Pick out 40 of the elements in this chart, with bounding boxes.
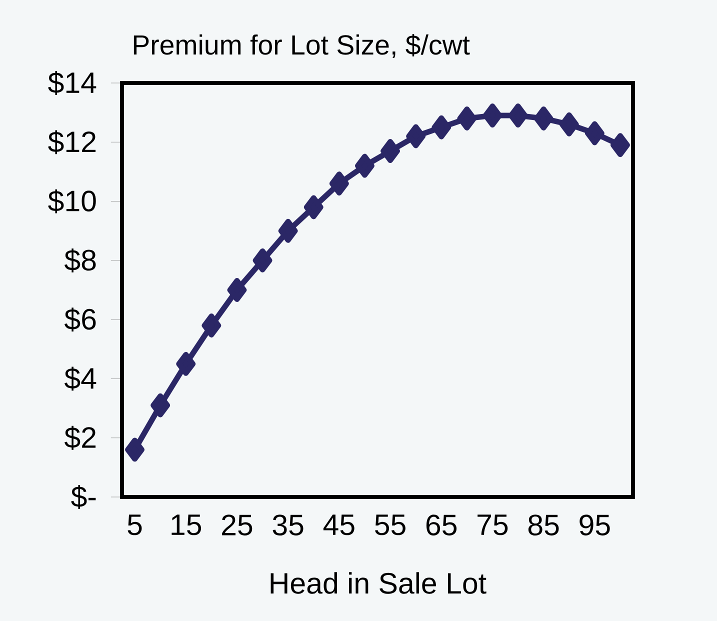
x-tick-label: 85 [528, 514, 559, 536]
x-tick-label: 5 [128, 514, 142, 536]
point [406, 124, 426, 148]
point [227, 278, 247, 302]
y-tick-label: $14 [48, 71, 96, 95]
x-tick-label: 35 [272, 514, 304, 536]
point [202, 313, 222, 338]
x-tick-label: 15 [172, 514, 202, 536]
point [252, 248, 272, 272]
x-tick-label: 65 [426, 514, 457, 536]
x-axis-title: Head in Sale Lot [270, 572, 486, 594]
point [125, 438, 144, 462]
point [380, 139, 400, 164]
y-tick-label: $4 [64, 366, 96, 391]
x-tick-label: 55 [375, 514, 406, 536]
point [150, 393, 170, 418]
point [457, 106, 477, 130]
x-tick-label: 75 [478, 514, 508, 536]
point [278, 218, 298, 243]
y-tick-label: $- [71, 485, 96, 509]
point [329, 172, 349, 196]
point [584, 121, 604, 146]
point [559, 112, 579, 136]
point [176, 352, 196, 376]
y-tick-label: $6 [64, 308, 96, 332]
x-tick-label: 45 [323, 514, 354, 536]
y-tick-label: $12 [48, 130, 96, 154]
point [534, 106, 554, 130]
point [304, 195, 324, 220]
y-tick-label: $10 [48, 189, 96, 214]
point [508, 104, 528, 128]
point [482, 104, 502, 128]
y-tick-label: $8 [64, 248, 96, 272]
y-tick-label: $2 [64, 426, 96, 450]
point [355, 154, 374, 178]
point [432, 115, 452, 140]
point [610, 133, 630, 158]
chart-title: Premium for Lot Size, $/cwt [134, 34, 470, 58]
x-tick-label: 95 [580, 514, 610, 536]
x-tick-label: 25 [222, 514, 252, 536]
